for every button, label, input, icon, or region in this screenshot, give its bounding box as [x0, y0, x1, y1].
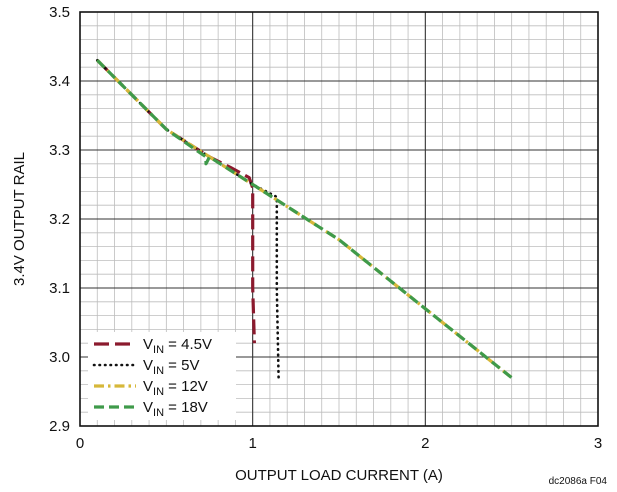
series-line-2 — [96, 59, 280, 379]
legend-label-subscript: IN — [153, 407, 164, 419]
legend-label-subscript: IN — [153, 365, 164, 377]
legend-label-value: = 12V — [164, 378, 208, 395]
legend-label-main: V — [143, 357, 153, 374]
x-tick-label: 0 — [76, 435, 84, 452]
x-tick-label: 2 — [421, 435, 429, 452]
y-tick-label: 3.1 — [49, 280, 70, 297]
y-tick-label: 3.0 — [49, 349, 70, 366]
legend-label-subscript: IN — [153, 386, 164, 398]
legend-label-main: V — [143, 378, 153, 395]
x-tick-label: 1 — [248, 435, 256, 452]
legend-label-4: VIN = 18V — [143, 399, 208, 419]
series-line-1 — [96, 59, 256, 344]
legend-label-main: V — [143, 336, 153, 353]
legend-label-2: VIN = 5V — [143, 357, 199, 377]
legend-label-value: = 4.5V — [164, 336, 212, 353]
y-tick-label: 2.9 — [49, 418, 70, 435]
series-line-4 — [96, 59, 513, 379]
major-grid — [80, 12, 598, 426]
legend-label-1: VIN = 4.5V — [143, 336, 212, 356]
y-tick-label: 3.4 — [49, 73, 70, 90]
plot-frame — [79, 11, 599, 427]
y-tick-label: 3.2 — [49, 211, 70, 228]
y-axis-title: 3.4V OUTPUT RAIL — [11, 152, 28, 286]
legend-label-subscript: IN — [153, 344, 164, 356]
legend-label-value: = 5V — [164, 357, 199, 374]
figure-code: dc2086a F04 — [549, 476, 608, 487]
legend-label-value: = 18V — [164, 399, 208, 416]
y-tick-label: 3.5 — [49, 4, 70, 21]
legend-background — [88, 332, 236, 420]
series-layer — [96, 59, 513, 379]
y-tick-label: 3.3 — [49, 142, 70, 159]
x-axis-title: OUTPUT LOAD CURRENT (A) — [235, 467, 443, 484]
legend-label-3: VIN = 12V — [143, 378, 208, 398]
legend-label-main: V — [143, 399, 153, 416]
tick-labels: 0 1 2 3 2.9 3.0 3.1 3.2 3.3 3.4 3.5 — [49, 4, 602, 452]
x-tick-label: 3 — [594, 435, 602, 452]
